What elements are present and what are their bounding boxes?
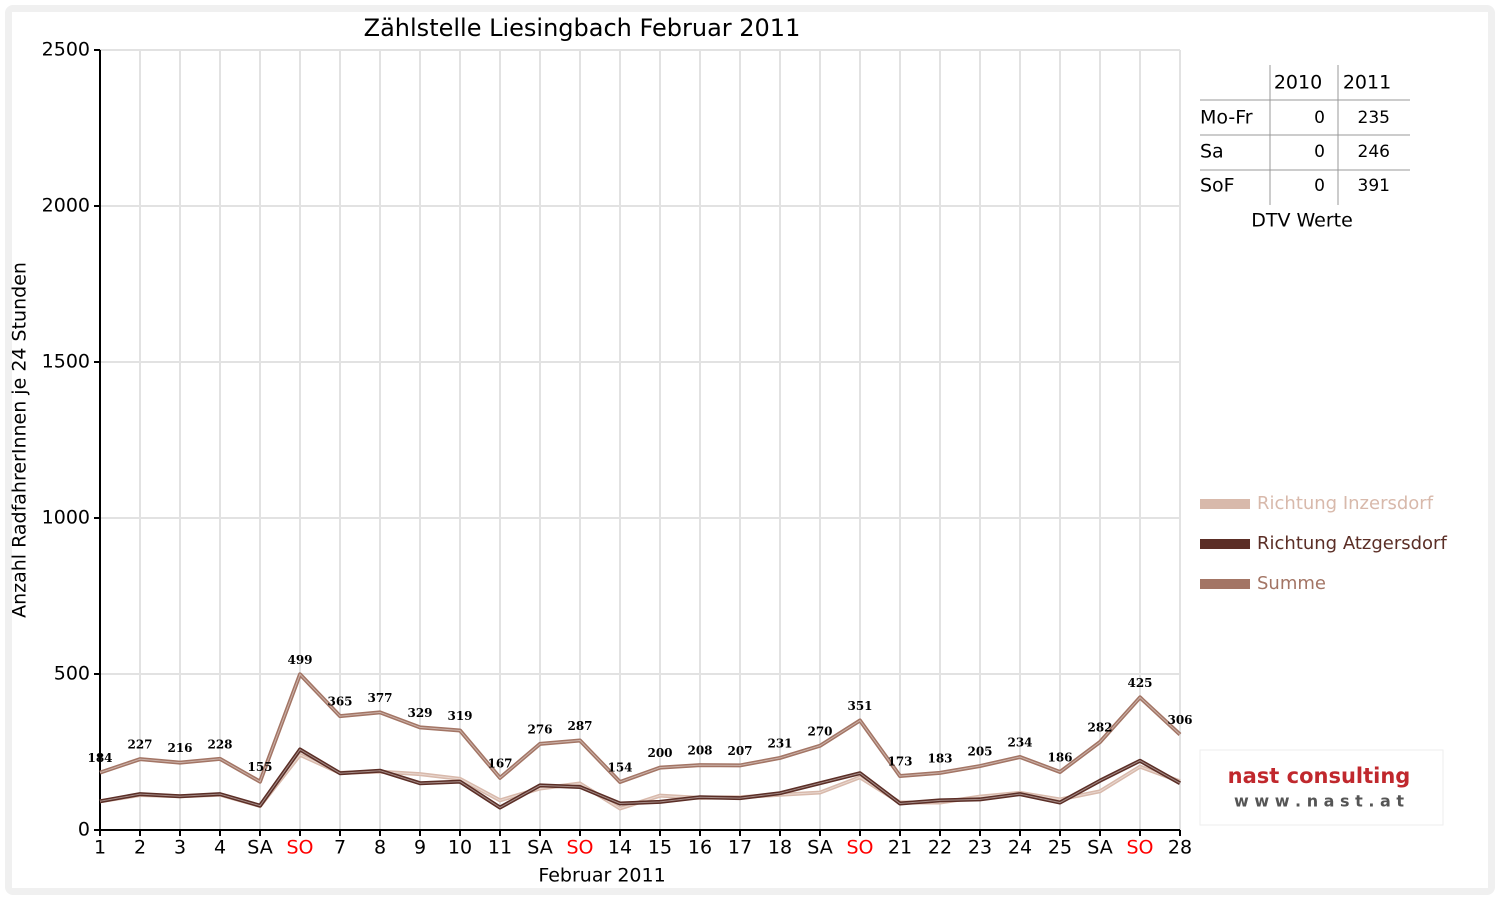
legend-label: Richtung Inzersdorf [1257,493,1434,514]
x-tick-label: 28 [1168,837,1192,859]
data-label: 276 [527,722,552,736]
x-tick-label: 3 [174,837,186,859]
chart-title: Zählstelle Liesingbach Februar 2011 [364,14,801,42]
table-cell: 0 [1314,142,1325,162]
legend-swatch [1200,579,1250,589]
table-cell: 246 [1358,142,1390,162]
data-label: 208 [687,744,712,758]
data-label: 184 [87,751,112,765]
data-label: 319 [447,709,472,723]
y-tick-label: 1000 [42,507,90,529]
data-label: 228 [207,737,232,751]
data-label: 365 [327,695,352,709]
y-tick-label: 500 [54,663,90,685]
data-label: 282 [1087,721,1112,735]
data-label: 270 [807,724,832,738]
plot-area [100,50,1180,830]
x-tick-label: 24 [1008,837,1032,859]
legend-swatch [1200,499,1250,509]
data-label: 231 [767,736,792,750]
table-caption: DTV Werte [1251,210,1353,232]
data-label: 234 [1007,735,1032,749]
series-line-highlight [99,673,1181,783]
table-cell: 391 [1358,176,1390,196]
table-row-label: Mo-Fr [1200,107,1253,129]
y-tick-label: 2500 [42,39,90,61]
x-tick-label: SA [527,837,552,859]
x-tick-label: 14 [608,837,632,859]
series-line [99,747,1181,810]
x-tick-label: 10 [448,837,472,859]
x-tick-label: SO [286,837,313,859]
x-tick-label: 23 [968,837,992,859]
x-tick-label: SA [807,837,832,859]
x-tick-label: SO [846,837,873,859]
x-tick-label: 4 [214,837,226,859]
x-axis-label: Februar 2011 [538,865,665,887]
y-tick-label: 1500 [42,351,90,373]
y-tick-label: 0 [78,819,90,841]
table-cell: 235 [1358,108,1390,128]
x-tick-label: SO [1126,837,1153,859]
x-tick-label: 15 [648,837,672,859]
data-label: 287 [567,719,592,733]
logo-url: w w w . n a s t . a t [1234,792,1404,811]
legend-label: Summe [1257,573,1326,594]
x-tick-label: 22 [928,837,952,859]
legend-swatch [1200,539,1250,549]
data-label: 155 [247,760,272,774]
x-tick-label: 11 [488,837,512,859]
x-tick-label: 21 [888,837,912,859]
data-label: 205 [967,745,992,759]
series-line-highlight [99,748,1181,809]
table-cell: 0 [1314,108,1325,128]
data-label: 306 [1167,713,1192,727]
legend-label: Richtung Atzgersdorf [1257,533,1447,554]
data-label: 207 [727,744,752,758]
data-label: 154 [607,760,632,774]
x-tick-label: SA [247,837,272,859]
y-tick-label: 2000 [42,195,90,217]
series-line [99,672,1182,784]
data-label: 183 [927,751,952,765]
x-tick-label: 25 [1048,837,1072,859]
table-row-label: SoF [1200,175,1235,197]
data-label: 173 [887,755,912,769]
x-tick-label: 7 [334,837,346,859]
data-label: 329 [407,706,432,720]
data-label: 377 [367,691,392,705]
x-tick-label: 2 [134,837,146,859]
data-label: 227 [127,738,152,752]
data-label: 167 [487,756,512,770]
table-header: 2011 [1343,72,1391,94]
x-tick-label: SO [566,837,593,859]
x-tick-label: 1 [94,837,106,859]
x-tick-label: 16 [688,837,712,859]
x-tick-label: 9 [414,837,426,859]
x-tick-label: 17 [728,837,752,859]
x-tick-label: 18 [768,837,792,859]
table-cell: 0 [1314,176,1325,196]
data-label: 351 [847,699,872,713]
x-tick-label: 8 [374,837,386,859]
data-label: 186 [1047,750,1072,764]
data-label: 216 [167,741,192,755]
logo-name: nast consulting [1228,764,1411,788]
y-axis-label: Anzahl RadfahrerInnen je 24 Stunden [9,262,31,618]
data-label: 499 [287,653,312,667]
data-label: 425 [1127,676,1152,690]
table-row-label: Sa [1200,141,1224,163]
table-header: 2010 [1274,72,1322,94]
data-label: 200 [647,746,672,760]
logo-box [1199,749,1444,826]
x-tick-label: SA [1087,837,1112,859]
